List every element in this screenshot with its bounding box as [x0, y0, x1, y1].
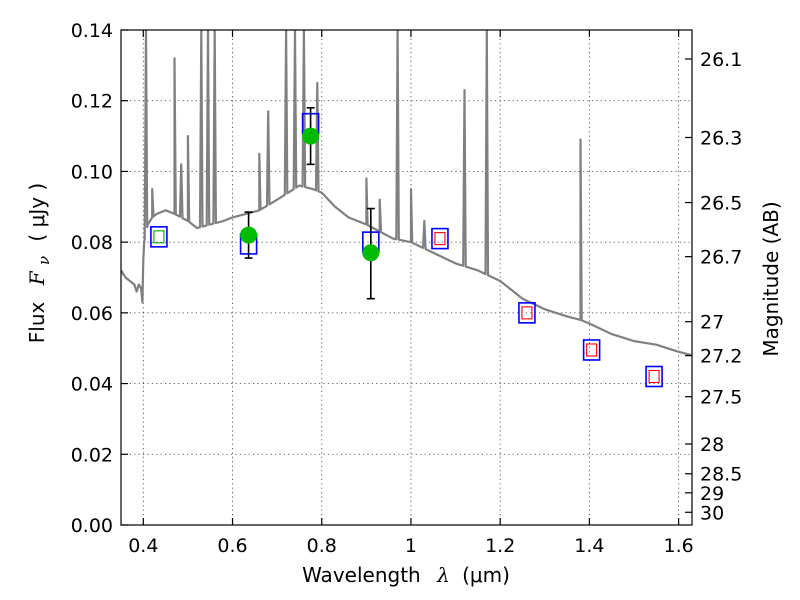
- model-spectrum-line: [121, 30, 692, 357]
- y-tick-label: 0.08: [71, 232, 113, 254]
- filter-marker-square: [521, 306, 533, 320]
- grid-lines: [121, 30, 692, 525]
- magnitude-tick-label: 26.3: [700, 127, 742, 149]
- x-tick-label: 0.6: [217, 535, 247, 557]
- x-tick-label: 1: [405, 535, 417, 557]
- y-tick-label: 0.12: [71, 91, 113, 113]
- observed-photometry-point: [302, 127, 320, 145]
- magnitude-tick-label: 26.5: [700, 193, 742, 215]
- magnitude-tick-label: 27: [700, 312, 724, 334]
- filter-marker-square: [153, 230, 165, 244]
- x-axis-title-unit: (μm): [462, 563, 510, 587]
- x-axis-title-symbol: λ: [436, 563, 450, 587]
- magnitude-tick-label: 30: [700, 502, 724, 524]
- model-photometry-square: [150, 226, 168, 248]
- x-tick-label: 1.4: [574, 535, 604, 557]
- observed-photometry-point: [362, 244, 380, 262]
- y2-axis-title: Magnitude (AB): [759, 201, 783, 356]
- filter-marker-square: [648, 369, 660, 384]
- x-tick-label: 0.8: [307, 535, 337, 557]
- y-axis-title-symbol: F: [25, 270, 49, 286]
- x-tick-labels: 0.4 0.6 0.8 1 1.2 1.4 1.6: [128, 535, 694, 557]
- y-tick-label: 0.14: [71, 20, 113, 42]
- x-tick-label: 0.4: [128, 535, 158, 557]
- model-photometry-square: [582, 339, 601, 361]
- y-tick-label: 0.06: [71, 303, 113, 325]
- magnitude-tick-label: 27.2: [700, 346, 742, 368]
- y-axis-title-prefix: Flux: [25, 301, 49, 343]
- magnitude-tick-label: 29: [700, 483, 724, 505]
- y-tick-label: 0.02: [71, 444, 113, 466]
- y-tick-label: 0.04: [71, 374, 113, 396]
- magnitude-tick-label: 26.1: [700, 49, 742, 71]
- filter-marker-square: [586, 343, 598, 357]
- model-photometry-square: [645, 365, 663, 388]
- model-spectrum-layer: [121, 30, 692, 357]
- magnitude-tick-label: 28.5: [700, 464, 742, 486]
- y-tick-label: 0.10: [71, 161, 113, 183]
- plot-frame: [120, 29, 693, 526]
- x-axis-title-prefix: Wavelength: [302, 563, 421, 587]
- photometry-layer: [150, 106, 663, 388]
- magnitude-tick-label: 27.5: [700, 387, 742, 409]
- y-tick-label: 0.00: [71, 515, 113, 537]
- y-axis-title-subscript: ν: [35, 256, 53, 265]
- magnitude-tick-label: 26.7: [700, 247, 742, 269]
- model-photometry-square: [518, 302, 536, 324]
- x-tick-label: 1.6: [664, 535, 694, 557]
- axis-ticks: [121, 29, 692, 526]
- y-tick-labels: 0.00 0.02 0.04 0.06 0.08 0.10 0.12 0.14: [71, 20, 113, 537]
- filter-marker-square: [434, 232, 446, 246]
- x-axis-title: Wavelength λ (μm): [302, 563, 510, 587]
- y-axis-title-unit: ( μJy ): [25, 183, 49, 242]
- y-axis-title: Flux F ν ( μJy ): [25, 183, 54, 343]
- model-photometry-square: [431, 227, 449, 250]
- magnitude-tick-label: 28: [700, 434, 724, 456]
- x-tick-label: 1.2: [485, 535, 515, 557]
- observed-photometry-point: [240, 226, 258, 244]
